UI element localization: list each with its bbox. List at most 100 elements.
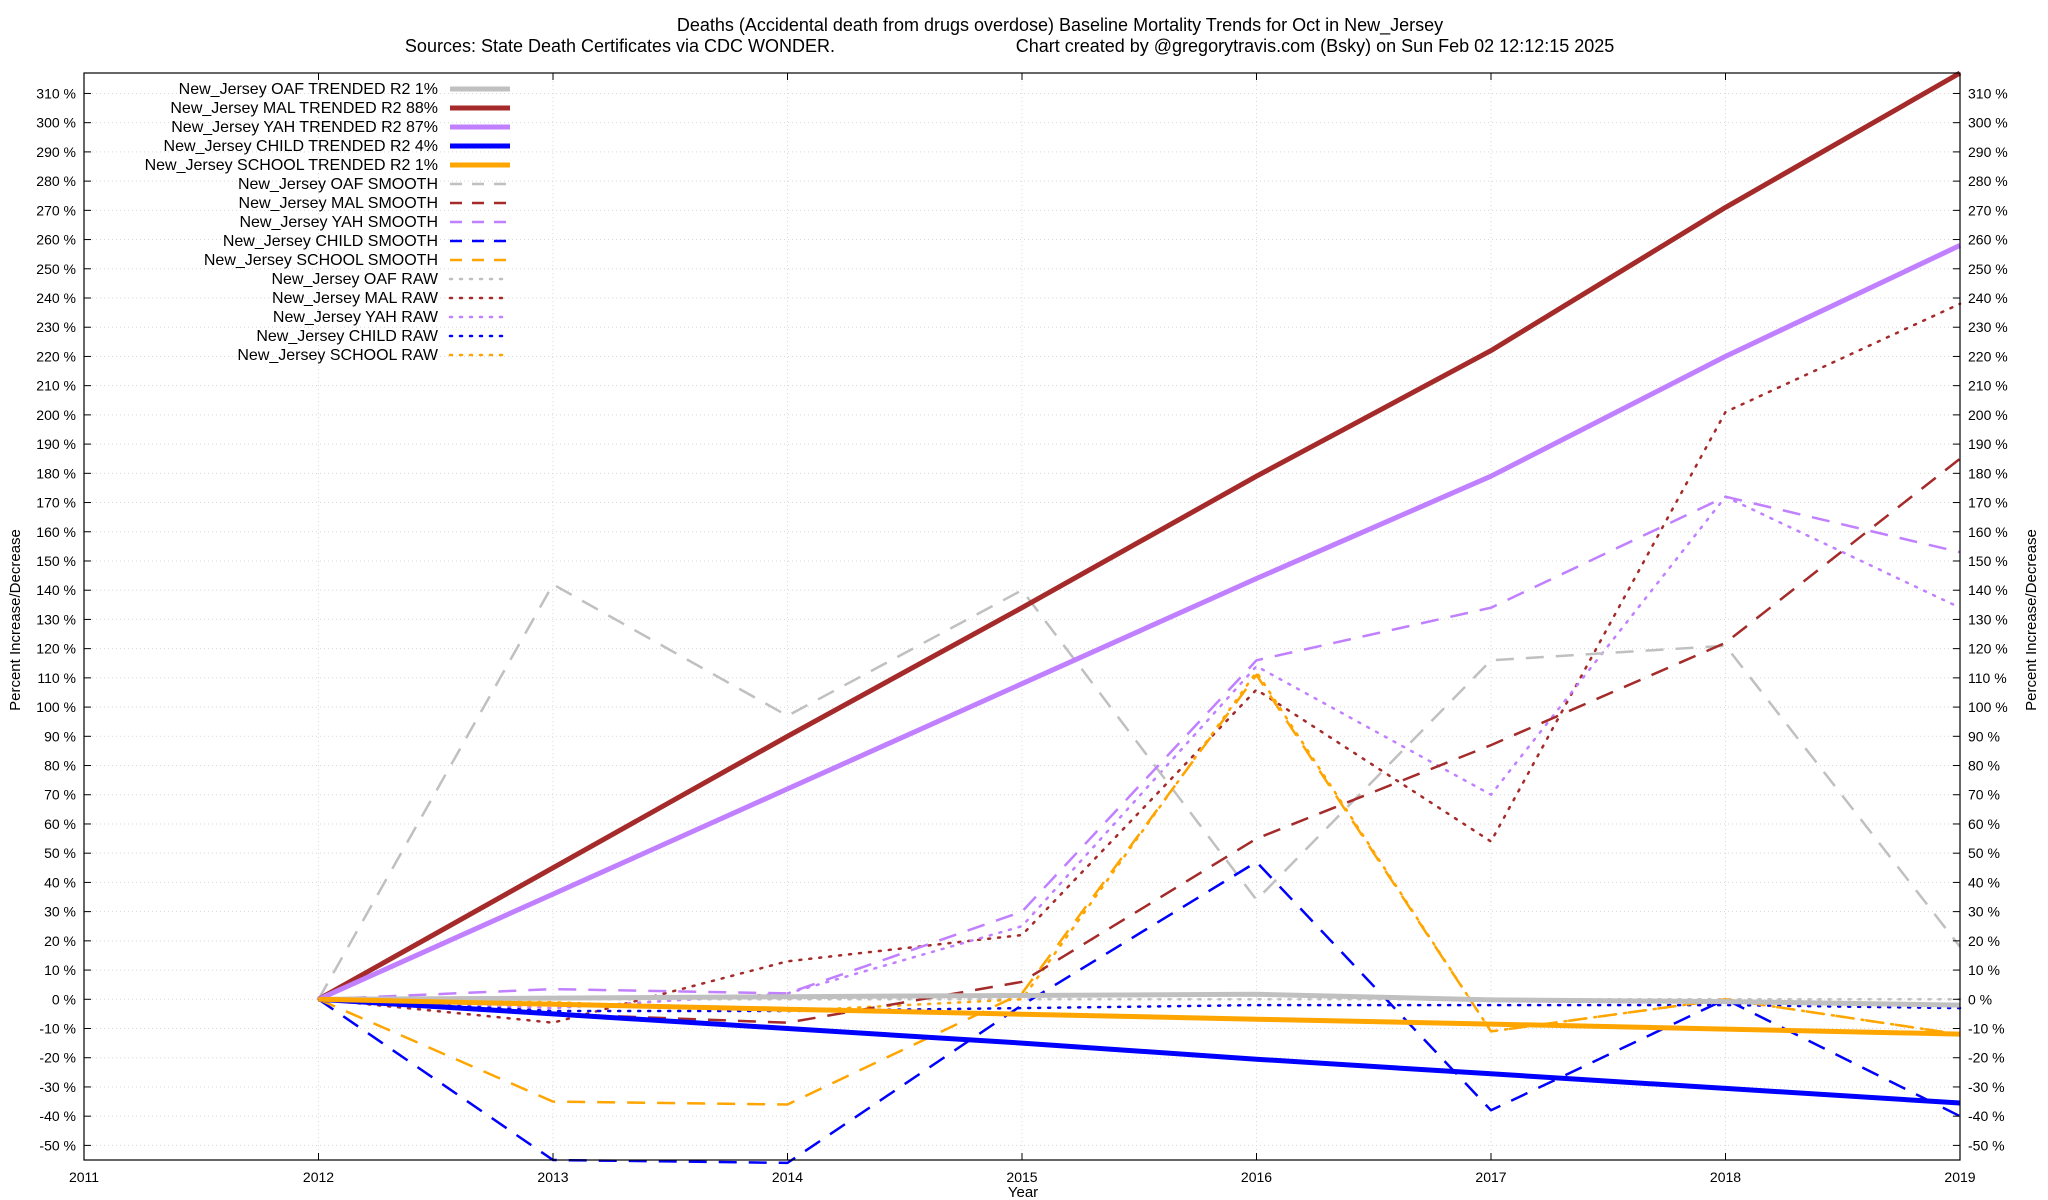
y-tick-label-right: 250 % (1968, 261, 2008, 277)
y-tick-label: 180 % (36, 465, 76, 481)
series-line-12 (317, 495, 1962, 1010)
y-tick-label-right: 40 % (1968, 874, 2000, 890)
y-tick-label-right: -40 % (1968, 1108, 2005, 1124)
y-tick-label-right: 110 % (1968, 670, 2007, 686)
y-tick-label: -20 % (39, 1050, 76, 1066)
y-tick-label: 110 % (37, 670, 76, 686)
x-tick-label: 2019 (1944, 1169, 1975, 1185)
series-line-9 (318, 673, 1961, 1106)
grid (83, 73, 1961, 1160)
y-tick-label: 210 % (36, 378, 76, 394)
y-tick-label: 10 % (44, 962, 76, 978)
y-tick-label: 250 % (36, 261, 76, 277)
y-tick-label-right: 160 % (1968, 524, 2008, 540)
y-tick-label-right: 290 % (1968, 144, 2008, 160)
x-tick-label: 2012 (303, 1169, 334, 1185)
y-tick-label-right: -30 % (1968, 1079, 2005, 1095)
legend-label: New_Jersey YAH SMOOTH (239, 214, 438, 231)
y-tick-label: 280 % (36, 173, 76, 189)
y-tick-label: 80 % (44, 758, 76, 774)
y-tick-label: -40 % (39, 1108, 76, 1124)
y-tick-label-right: 180 % (1968, 465, 2008, 481)
y-tick-label-right: 220 % (1968, 348, 2008, 364)
legend-label: New_Jersey CHILD SMOOTH (223, 233, 438, 250)
y-tick-label-right: 170 % (1968, 495, 2008, 511)
series-line-11 (317, 302, 1962, 1024)
y-tick-label-right: 300 % (1968, 115, 2008, 131)
x-axis-label: Year (1008, 1184, 1038, 1200)
y-tick-label-right: 210 % (1968, 378, 2008, 394)
y-tick-label: 200 % (36, 407, 76, 423)
series-line-8 (317, 860, 1961, 1165)
y-tick-label-right: 20 % (1968, 933, 2000, 949)
y-tick-label: 90 % (44, 728, 76, 744)
y-tick-label: 50 % (44, 845, 76, 861)
y-tick-label-right: 240 % (1968, 290, 2008, 306)
y-tick-label-right: 200 % (1968, 407, 2008, 423)
legend-label: New_Jersey MAL SMOOTH (239, 195, 438, 212)
y-tick-label-right: 270 % (1968, 202, 2008, 218)
y-tick-label: 60 % (44, 816, 76, 832)
y-tick-label-right: 280 % (1968, 173, 2008, 189)
y-tick-label: -10 % (39, 1021, 76, 1037)
x-tick-label: 2013 (537, 1169, 568, 1185)
y-tick-label-right: 150 % (1968, 553, 2008, 569)
legend-label: New_Jersey SCHOOL RAW (237, 347, 439, 364)
y-tick-label-right: 130 % (1968, 611, 2008, 627)
y-tick-label: 70 % (44, 787, 76, 803)
x-tick-label: 2015 (1006, 1169, 1037, 1185)
y-tick-label-right: 140 % (1968, 582, 2008, 598)
y-tick-label-right: 70 % (1968, 787, 2000, 803)
y-axis-label-right: Percent Increase/Decrease (2023, 529, 2040, 711)
y-tick-label-right: 80 % (1968, 758, 2000, 774)
legend-label: New_Jersey SCHOOL SMOOTH (204, 252, 438, 269)
y-tick-label: 30 % (44, 904, 76, 920)
y-tick-label-right: 190 % (1968, 436, 2008, 452)
x-tick-label: 2016 (1241, 1169, 1272, 1185)
chart-credit: Chart created by @gregorytravis.com (Bsk… (1016, 36, 1615, 56)
y-tick-label-right: 100 % (1968, 699, 2008, 715)
legend-label: New_Jersey OAF RAW (271, 271, 438, 288)
legend-label: New_Jersey CHILD RAW (256, 328, 439, 345)
y-tick-label: 100 % (36, 699, 76, 715)
series-line-13 (317, 998, 1962, 1013)
chart-title: Deaths (Accidental death from drugs over… (677, 15, 1443, 36)
legend-label: New_Jersey OAF SMOOTH (238, 176, 438, 193)
series-group (317, 70, 1962, 1165)
legend-label: New_Jersey SCHOOL TRENDED R2 1% (145, 157, 438, 174)
series-line-1 (317, 70, 1962, 1002)
legend-label: New_Jersey MAL TRENDED R2 88% (170, 100, 438, 117)
y-tick-label: -30 % (39, 1079, 76, 1095)
y-tick-label: 260 % (36, 232, 76, 248)
y-tick-label: -50 % (39, 1137, 76, 1153)
y-tick-label: 310 % (36, 85, 76, 101)
y-tick-label: 300 % (36, 115, 76, 131)
y-tick-label-right: 120 % (1968, 641, 2008, 657)
x-tick-label: 2018 (1710, 1169, 1741, 1185)
y-tick-label-right: 50 % (1968, 845, 2000, 861)
y-tick-label: 190 % (36, 436, 76, 452)
y-tick-label-right: 260 % (1968, 232, 2008, 248)
x-tick-label: 2011 (69, 1169, 99, 1185)
x-tick-label: 2017 (1475, 1169, 1506, 1185)
ticks: 2011 2012 2013 2014 2015 2016 2017 2018 2019 -50 … (36, 73, 2008, 1185)
y-tick-label-right: 10 % (1968, 962, 2000, 978)
series-line-5 (317, 583, 1961, 1000)
x-tick-label: 2014 (772, 1169, 803, 1185)
y-tick-label: 240 % (36, 290, 76, 306)
legend-label: New_Jersey YAH TRENDED R2 87% (171, 119, 438, 136)
series-line-4 (318, 996, 1961, 1037)
y-tick-label: 290 % (36, 144, 76, 160)
y-tick-label: 170 % (36, 495, 76, 511)
y-tick-label-right: -50 % (1968, 1137, 2005, 1153)
legend-label: New_Jersey MAL RAW (272, 290, 439, 307)
series-line-14 (317, 670, 1962, 1036)
y-tick-label: 230 % (36, 319, 76, 335)
y-tick-label-right: 30 % (1968, 904, 2000, 920)
y-tick-label: 220 % (36, 348, 76, 364)
y-tick-label-right: -20 % (1968, 1050, 2005, 1066)
legend-label: New_Jersey OAF TRENDED R2 1% (179, 81, 438, 98)
series-line-0 (318, 991, 1961, 1008)
y-tick-label: 140 % (36, 582, 76, 598)
